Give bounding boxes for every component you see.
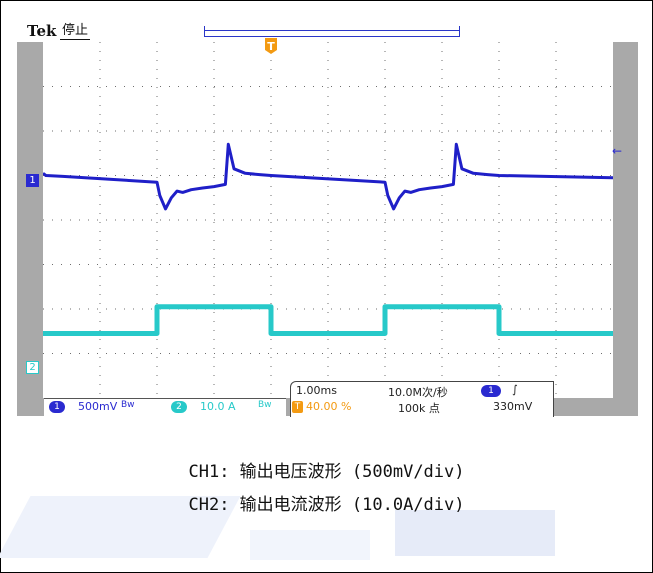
trigger-badge: T [292,401,303,413]
waveform-display [42,42,614,398]
brand-label: Tek [27,22,57,40]
ch1-ground-marker[interactable]: 1 [26,174,39,187]
trigger-level-arrow-icon[interactable]: ← [612,144,623,158]
ch2-ground-marker[interactable]: 2 [26,361,39,374]
caption-line-1: CH1: 输出电压波形 (500mV/div) [188,462,465,482]
ch1-badge[interactable]: 1 [49,401,65,413]
watermark-shape [250,530,370,560]
acquisition-status: 停止 [59,20,91,42]
channel-readout-panel [44,398,286,417]
horizontal-trigger-panel [290,381,554,417]
waveform-ch2 [43,304,613,336]
record-view-bar [204,26,460,37]
waveform-plot [42,42,614,398]
record-length-readout: 100k 点 [398,402,440,415]
ch2-scale: 10.0 A [200,400,236,413]
trigger-level-readout: 330mV [493,400,533,413]
ch1-scale: 500mV [78,400,118,413]
trigger-slope-icon: ∫ [512,383,518,396]
waveform-ch1 [42,142,614,211]
graticule [43,42,613,398]
scope-status-bar [17,20,638,42]
trigger-position-marker[interactable]: T [265,38,277,54]
ch2-bandwidth-icon: Bw [258,400,272,410]
ch1-bandwidth-icon: Bw [121,400,135,410]
watermark-shape [395,510,555,556]
caption-line-2: CH2: 输出电流波形 (10.0A/div) [188,495,465,515]
sample-rate-readout: 10.0M次/秒 [388,386,448,399]
trigger-position-readout: 40.00 % [306,400,352,413]
timebase-readout: 1.00ms [296,384,337,397]
trigger-source-badge: 1 [481,385,501,397]
ch2-badge[interactable]: 2 [171,401,187,413]
